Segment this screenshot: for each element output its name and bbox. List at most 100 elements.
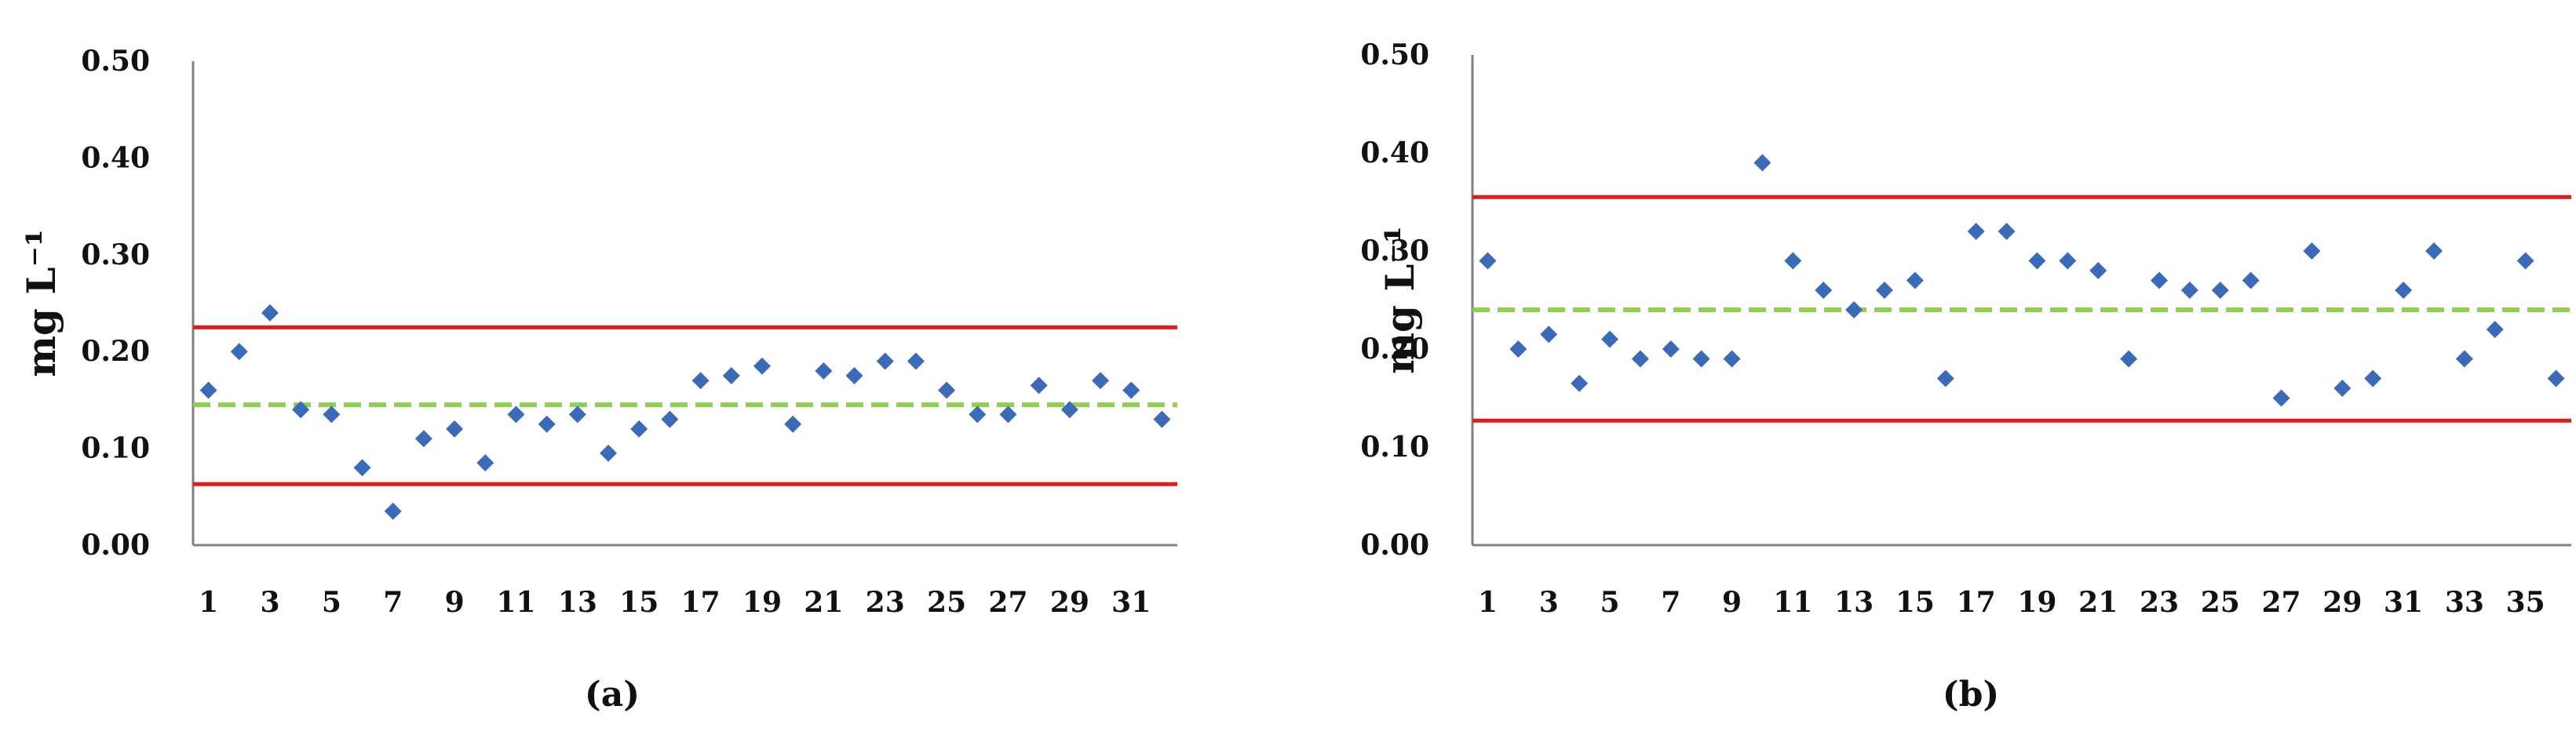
x-tick-label-a: 29 bbox=[1050, 586, 1089, 619]
data-point-b bbox=[1753, 154, 1771, 172]
data-point-b bbox=[2395, 282, 2413, 299]
data-point-b bbox=[1601, 330, 1618, 348]
data-point-b bbox=[2455, 350, 2473, 368]
data-point-a bbox=[1030, 376, 1048, 395]
data-point-b bbox=[2120, 350, 2138, 368]
data-point-a bbox=[261, 304, 279, 322]
data-point-a bbox=[568, 406, 586, 424]
data-point-b bbox=[1692, 350, 1710, 368]
x-tick-label-a: 13 bbox=[558, 586, 597, 619]
x-tick-label-b: 23 bbox=[2140, 586, 2179, 619]
data-point-a bbox=[230, 343, 248, 361]
x-tick-label-a: 25 bbox=[927, 586, 966, 619]
x-tick-label-b: 27 bbox=[2262, 586, 2301, 619]
data-point-b bbox=[1571, 374, 1589, 392]
data-point-b bbox=[1509, 340, 1527, 358]
chart-b-svg: 0.000.100.200.300.400.501 3 5 7 9 11 13 15 17 19 2… bbox=[1360, 38, 2571, 619]
data-point-a bbox=[600, 444, 618, 462]
data-point-a bbox=[845, 367, 863, 385]
x-tick-label-a: 11 bbox=[496, 586, 535, 619]
y-tick-label-a: 0.50 bbox=[81, 45, 150, 78]
x-tick-label-b: 25 bbox=[2201, 586, 2240, 619]
x-tick-label-a: 17 bbox=[681, 586, 721, 619]
data-point-a bbox=[661, 410, 679, 428]
x-tick-label-a: 9 bbox=[445, 586, 465, 619]
data-point-a bbox=[476, 454, 494, 472]
y-tick-label-b: 0.40 bbox=[1360, 136, 1429, 169]
data-point-a bbox=[938, 381, 956, 399]
data-point-b bbox=[2272, 389, 2290, 407]
data-point-a bbox=[1060, 401, 1078, 419]
data-point-b bbox=[1936, 369, 1954, 387]
x-tick-label-b: 1 bbox=[1478, 586, 1498, 619]
data-point-b bbox=[2364, 369, 2382, 387]
chart-panel-b: 0.00 0.10 0.20 0.30 0.40 0.50 1 3 5 7 9 11 13 15 17 19 2… bbox=[1288, 0, 2576, 753]
y-tick-label-b: 0.20 bbox=[1360, 333, 1429, 366]
data-point-a bbox=[353, 459, 371, 477]
data-point-b bbox=[2333, 380, 2352, 397]
data-point-a bbox=[753, 357, 771, 375]
data-point-b bbox=[2425, 242, 2443, 260]
chart-a-svg: 0.000.100.200.300.400.501 3 5 7 9 11 13 15 17 19 2… bbox=[18, 45, 1177, 619]
y-axis-label-a: mg L⁻¹ bbox=[18, 229, 64, 377]
x-tick-label-b: 7 bbox=[1661, 586, 1680, 619]
data-point-b bbox=[2059, 252, 2077, 270]
data-point-b bbox=[1479, 252, 1497, 270]
data-point-a bbox=[691, 372, 710, 390]
data-point-a bbox=[630, 420, 648, 438]
data-point-a bbox=[292, 401, 310, 419]
x-tick-label-b: 11 bbox=[1773, 586, 1812, 619]
data-point-b bbox=[1998, 223, 2016, 240]
y-tick-label-a: 0.10 bbox=[81, 432, 150, 465]
data-point-b bbox=[2516, 252, 2534, 270]
data-point-a bbox=[876, 352, 894, 370]
x-tick-label-b: 29 bbox=[2322, 586, 2362, 619]
y-tick-label-a: 0.30 bbox=[81, 238, 150, 271]
data-point-b bbox=[1540, 326, 1558, 344]
data-point-b bbox=[2486, 321, 2504, 338]
y-tick-label-b: 0.50 bbox=[1360, 38, 1429, 71]
x-tick-label-b: 35 bbox=[2506, 586, 2545, 619]
data-point-a bbox=[1153, 410, 1171, 428]
x-tick-label-a: 15 bbox=[619, 586, 659, 619]
x-tick-label-a: 23 bbox=[866, 586, 905, 619]
data-point-a bbox=[907, 352, 925, 370]
y-tick-label-a: 0.40 bbox=[81, 141, 150, 174]
data-point-b bbox=[1662, 340, 1680, 358]
x-tick-label-a: 31 bbox=[1111, 586, 1151, 619]
data-point-b bbox=[2151, 271, 2168, 289]
x-tick-label-a: 5 bbox=[322, 586, 341, 619]
data-point-b bbox=[2028, 252, 2046, 270]
x-tick-label-a: 21 bbox=[804, 586, 843, 619]
data-point-a bbox=[414, 430, 432, 448]
data-point-b bbox=[1784, 252, 1802, 270]
data-point-a bbox=[815, 362, 833, 380]
data-point-a bbox=[323, 406, 341, 424]
data-point-a bbox=[1122, 381, 1140, 399]
x-tick-label-b: 33 bbox=[2445, 586, 2484, 619]
data-point-b bbox=[1723, 350, 1741, 368]
panel-label-a: (a) bbox=[584, 675, 640, 715]
y-tick-label-b: 0.30 bbox=[1360, 235, 1429, 267]
data-point-b bbox=[1906, 271, 1924, 289]
x-tick-label-a: 19 bbox=[743, 586, 782, 619]
panel-label-b: (b) bbox=[1942, 675, 2000, 715]
data-point-b bbox=[2547, 369, 2565, 387]
x-tick-label-b: 19 bbox=[2017, 586, 2056, 619]
data-point-b bbox=[1631, 350, 1649, 368]
data-point-a bbox=[1092, 372, 1110, 390]
chart-panel-a: 0.00 0.10 0.20 0.30 0.40 0.50 1 3 5 7 9 11 13 15 17 19 2… bbox=[18, 45, 1177, 715]
data-point-b bbox=[2089, 262, 2107, 279]
y-tick-label-a: 0.20 bbox=[81, 335, 150, 368]
data-point-a bbox=[999, 406, 1017, 424]
x-tick-label-b: 21 bbox=[2078, 586, 2118, 619]
data-point-b bbox=[1967, 223, 1985, 240]
data-point-a bbox=[784, 415, 802, 433]
x-tick-label-a: 1 bbox=[199, 586, 218, 619]
data-point-a bbox=[538, 415, 556, 433]
y-tick-label-b: 0.00 bbox=[1360, 529, 1429, 562]
data-point-b bbox=[2180, 282, 2198, 299]
data-point-b bbox=[2242, 271, 2260, 289]
x-tick-label-a: 27 bbox=[988, 586, 1027, 619]
y-tick-label-b: 0.10 bbox=[1360, 431, 1429, 464]
